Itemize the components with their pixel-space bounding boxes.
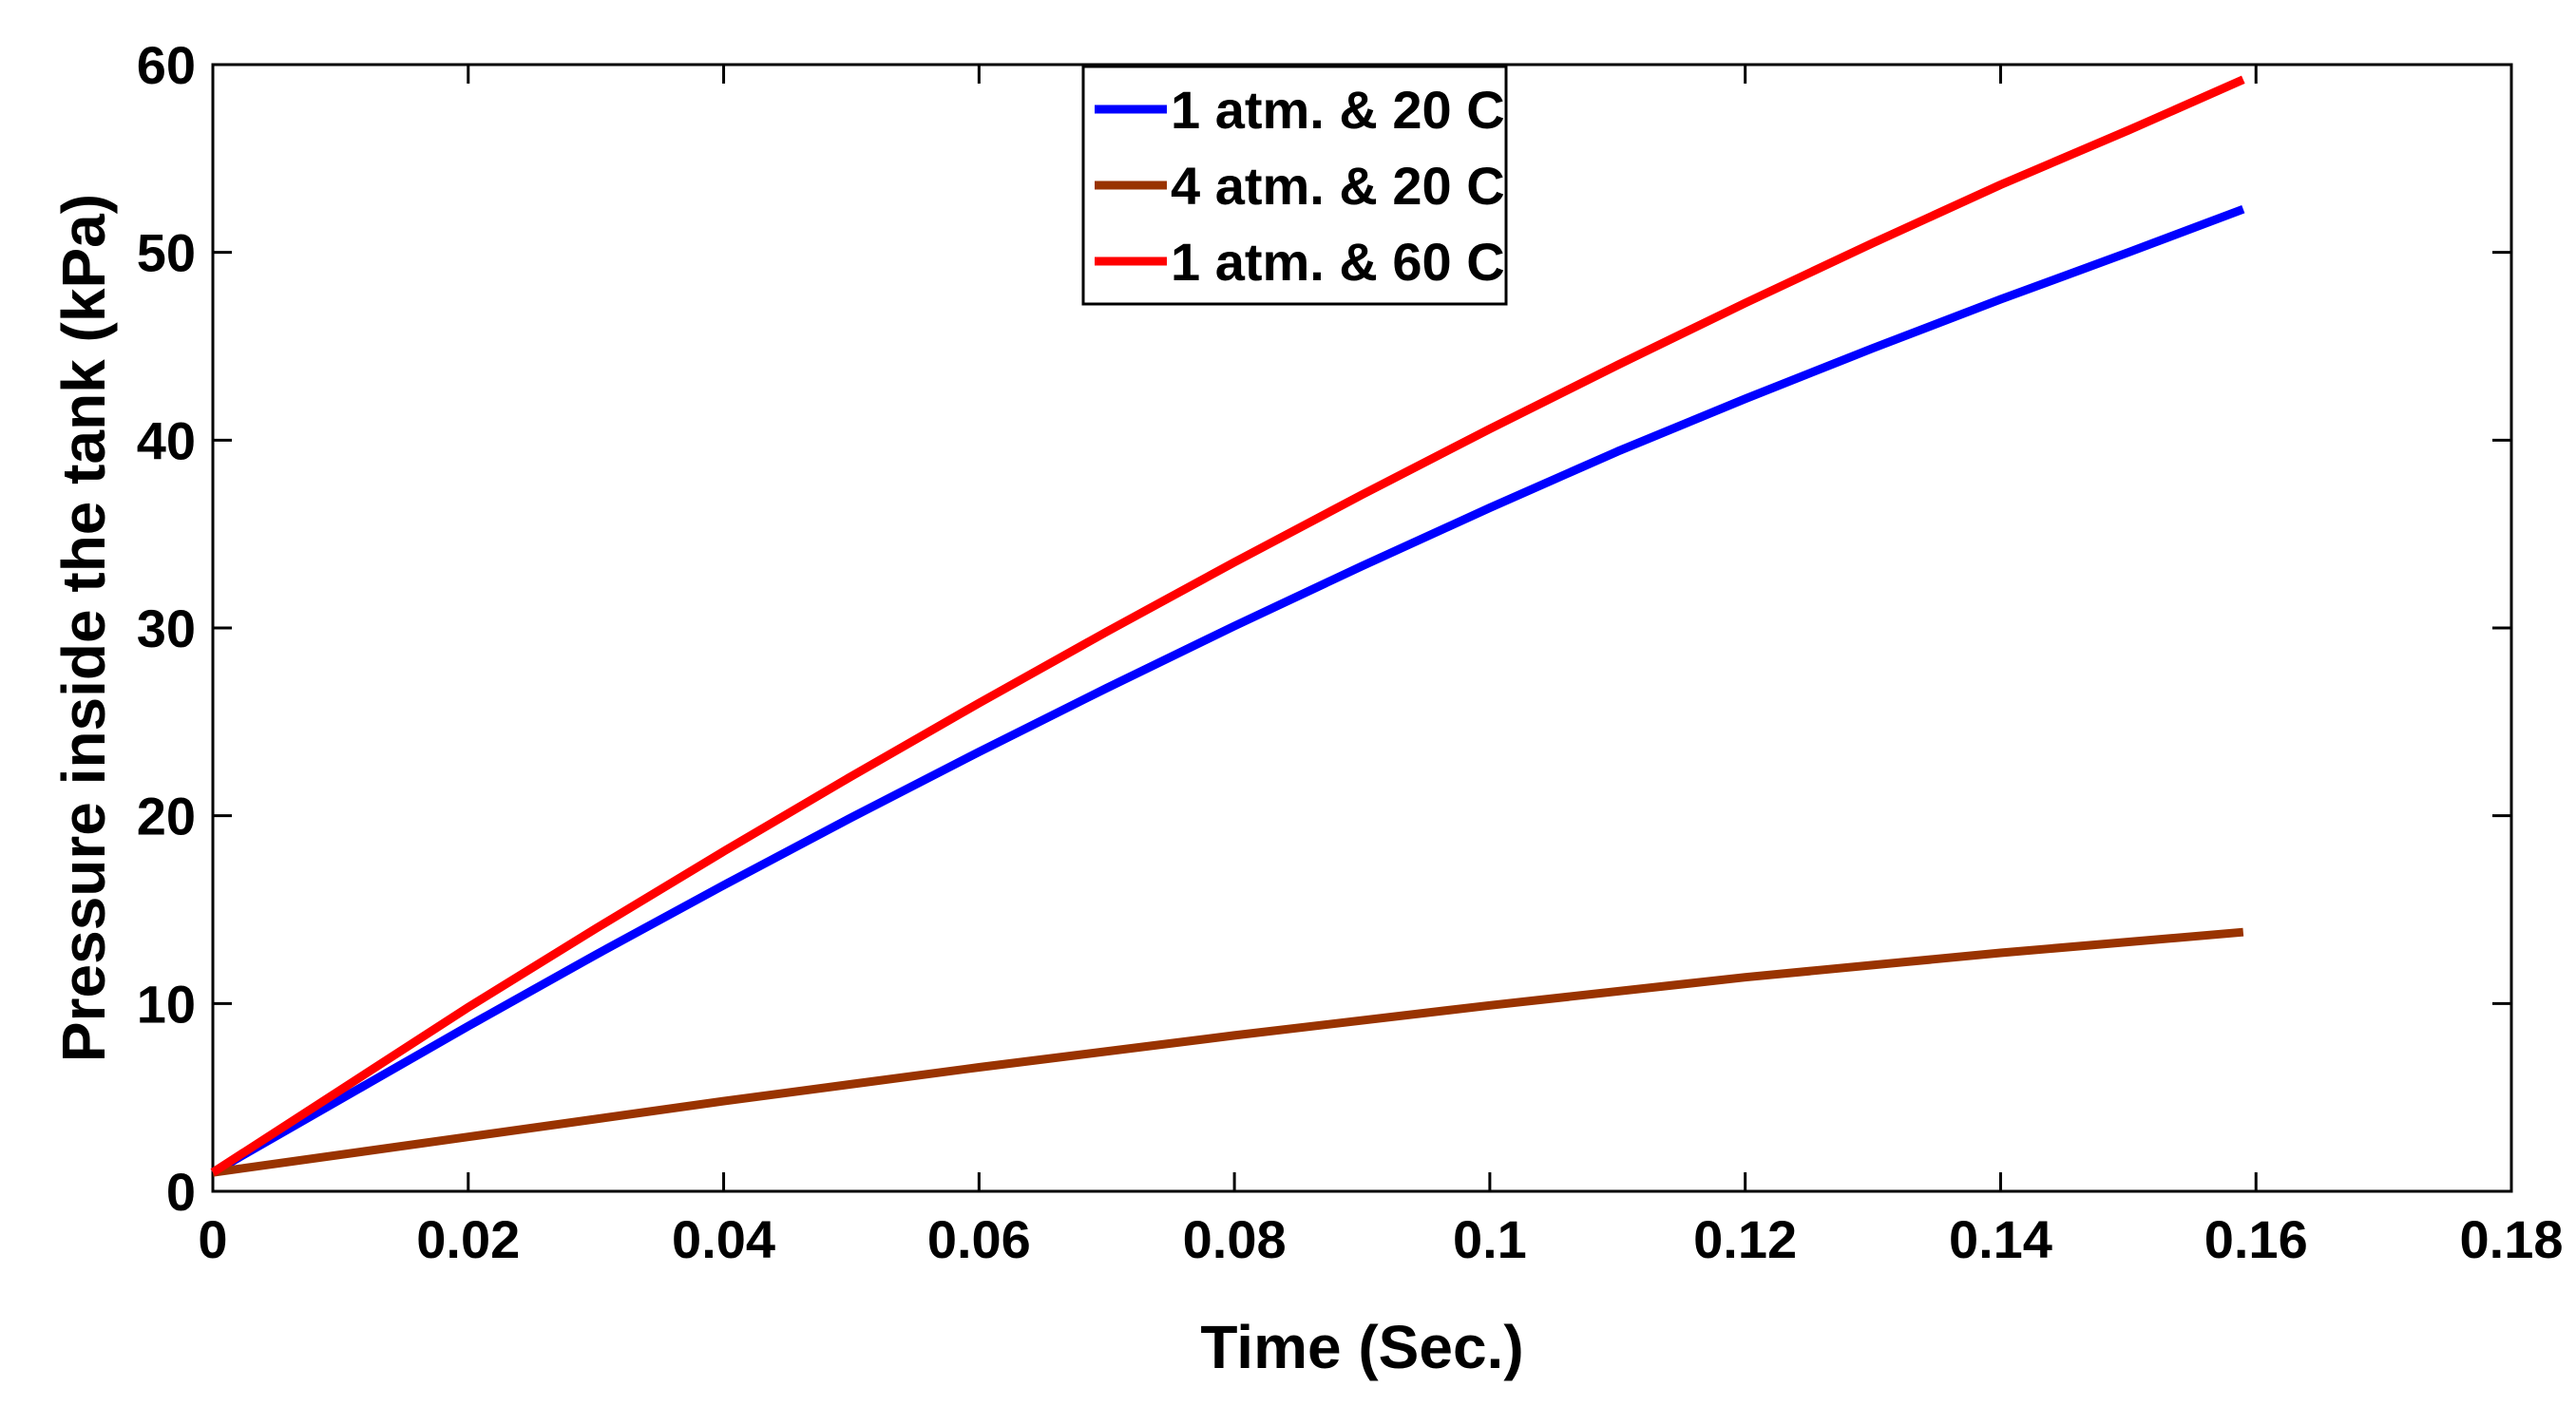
- y-tick-label: 20: [137, 787, 196, 846]
- y-tick-label: 30: [137, 598, 196, 658]
- series-line-2: [212, 927, 2244, 1177]
- x-tick-label: 0.08: [1183, 1209, 1287, 1269]
- legend-label-3: 1 atm. & 60 C: [1171, 232, 1505, 292]
- y-tick-label: 10: [137, 974, 196, 1034]
- y-tick-label: 40: [137, 410, 196, 470]
- x-axis-label: Time (Sec.): [1200, 1313, 1523, 1381]
- x-tick-label: 0.12: [1693, 1209, 1797, 1269]
- y-tick-label: 0: [166, 1162, 196, 1222]
- legend-label-2: 4 atm. & 20 C: [1171, 156, 1505, 216]
- y-axis-label: Pressure inside the tank (kPa): [49, 194, 118, 1062]
- x-tick-label: 0.1: [1453, 1209, 1527, 1269]
- x-tick-label: 0: [198, 1209, 227, 1269]
- x-tick-label: 0.06: [927, 1209, 1031, 1269]
- series-line-1: [210, 204, 2245, 1177]
- y-tick-label: 50: [137, 223, 196, 283]
- x-tick-label: 0.16: [2204, 1209, 2308, 1269]
- x-tick-label: 0.02: [416, 1209, 520, 1269]
- x-tick-label: 0.18: [2460, 1209, 2564, 1269]
- y-tick-label: 60: [137, 35, 196, 95]
- x-tick-label: 0.14: [1949, 1209, 2052, 1269]
- x-tick-label: 0.04: [672, 1209, 775, 1269]
- legend-label-1: 1 atm. & 20 C: [1171, 80, 1505, 140]
- series-line-3: [210, 75, 2245, 1176]
